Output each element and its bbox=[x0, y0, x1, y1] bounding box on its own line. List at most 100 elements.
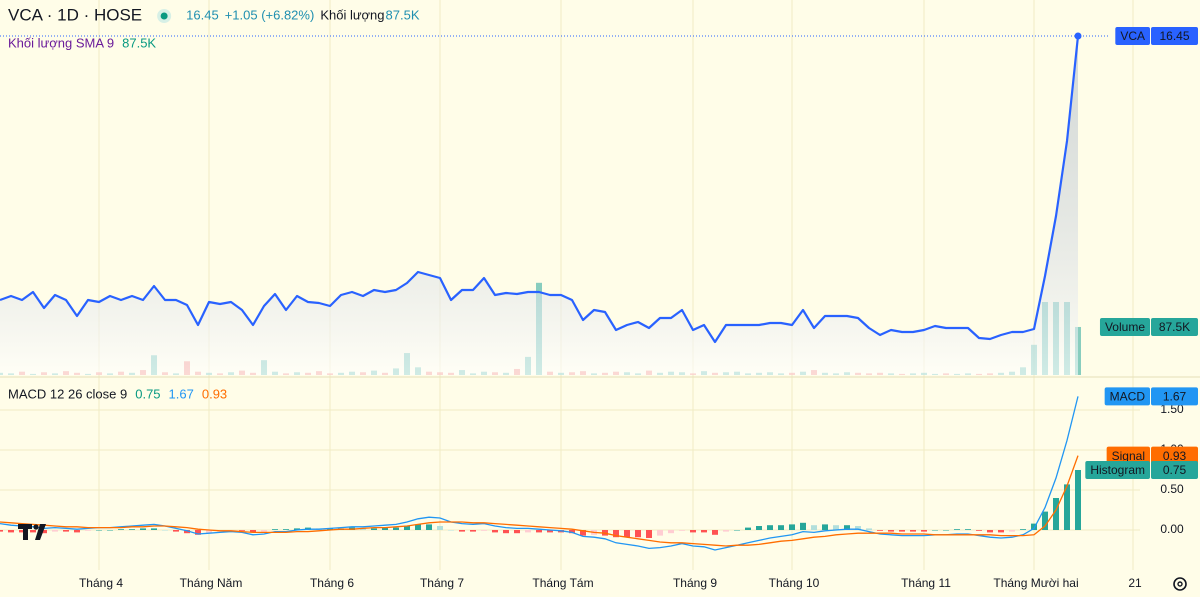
x-tick-label: Tháng Năm bbox=[180, 576, 243, 590]
tag-value-box bbox=[1151, 27, 1198, 45]
histogram-bar bbox=[250, 530, 256, 533]
histogram-bar bbox=[1042, 511, 1048, 530]
tag-value: 1.67 bbox=[1163, 390, 1187, 404]
legend-volume-name: Khối lượng bbox=[320, 7, 384, 22]
x-tick-label: Tháng Mười hai bbox=[993, 576, 1078, 590]
histogram-bar bbox=[470, 530, 476, 532]
tag-name: Signal bbox=[1112, 449, 1145, 463]
y-tick-label: 1.50 bbox=[1160, 402, 1184, 416]
histogram-bar bbox=[723, 530, 729, 532]
histogram-bar bbox=[899, 530, 905, 532]
histogram-bar bbox=[965, 529, 971, 530]
sma-value: 87.5K bbox=[122, 35, 156, 50]
histogram-bar bbox=[459, 530, 465, 532]
histogram-bar bbox=[580, 530, 586, 536]
y-tick-label: 0.00 bbox=[1160, 522, 1184, 536]
tag-name-box bbox=[1104, 387, 1150, 406]
tag-value: 0.93 bbox=[1163, 449, 1187, 463]
price-line bbox=[0, 35, 1080, 344]
histogram-bar bbox=[1020, 529, 1026, 530]
histogram-bar bbox=[877, 530, 883, 531]
tag-name: VCA bbox=[1120, 29, 1145, 43]
histogram-bar bbox=[921, 530, 927, 532]
histogram-bar bbox=[1064, 484, 1070, 530]
histogram-bar bbox=[239, 530, 245, 531]
legend-change: +1.05 (+6.82%) bbox=[225, 7, 315, 22]
histogram-bar bbox=[327, 528, 333, 530]
histogram-bar bbox=[668, 530, 674, 534]
tag-value-box bbox=[1151, 387, 1198, 406]
histogram-bar bbox=[998, 530, 1004, 533]
histogram-bar bbox=[52, 530, 58, 532]
histogram-bar bbox=[437, 526, 443, 530]
histogram-bar bbox=[107, 530, 113, 531]
histogram-bar bbox=[646, 530, 652, 538]
histogram-bar bbox=[690, 530, 696, 533]
tag-value: 0.75 bbox=[1163, 463, 1187, 477]
histogram-bar bbox=[943, 530, 949, 531]
legend-macd: 1.67 bbox=[169, 386, 194, 401]
histogram-bar bbox=[30, 530, 36, 533]
legend-volume: 87.5K bbox=[386, 7, 420, 22]
x-tick-label: Tháng 11 bbox=[901, 576, 951, 590]
legend-histogram: 0.75 bbox=[135, 386, 160, 401]
y-tick-label: 0.50 bbox=[1160, 482, 1184, 496]
tag-value: 16.45 bbox=[1159, 29, 1189, 43]
histogram-bar bbox=[415, 524, 421, 530]
tag-value-box bbox=[1151, 446, 1198, 465]
histogram-bar bbox=[778, 525, 784, 530]
histogram-bar bbox=[822, 524, 828, 530]
histogram-bar bbox=[8, 530, 14, 533]
histogram-bar bbox=[910, 530, 916, 532]
status-dot bbox=[160, 12, 168, 20]
histogram-bar bbox=[481, 530, 487, 531]
histogram-bar bbox=[261, 530, 267, 532]
histogram-bar bbox=[360, 528, 366, 530]
histogram-bar bbox=[1031, 523, 1037, 530]
histogram-bar bbox=[976, 530, 982, 531]
macd-line bbox=[0, 455, 1079, 547]
histogram-bar bbox=[525, 530, 531, 533]
histogram-bar bbox=[503, 530, 509, 534]
x-tick-label: Tháng 6 bbox=[310, 576, 354, 590]
histogram-bar bbox=[800, 522, 806, 530]
tag-name: Volume bbox=[1105, 320, 1145, 334]
tag-name-box bbox=[1106, 446, 1150, 465]
tag-name-box bbox=[1115, 27, 1150, 45]
x-tick-label: 21 bbox=[1128, 576, 1142, 590]
histogram-bar bbox=[283, 529, 289, 530]
histogram-bar bbox=[679, 530, 685, 531]
histogram-bar bbox=[547, 530, 553, 533]
histogram-bar bbox=[272, 529, 278, 530]
settings-icon[interactable] bbox=[1173, 577, 1187, 591]
tag-name: Histogram bbox=[1090, 463, 1145, 477]
histogram-bar bbox=[151, 528, 157, 530]
histogram-bar bbox=[63, 530, 69, 532]
histogram-bar bbox=[635, 530, 641, 538]
x-tick-label: Tháng Tám bbox=[532, 576, 593, 590]
histogram-bar bbox=[932, 530, 938, 531]
histogram-bar bbox=[140, 528, 146, 530]
macd-title: MACD 12 26 close 9 bbox=[8, 386, 127, 401]
histogram-bar bbox=[393, 527, 399, 530]
histogram-bar bbox=[0, 530, 3, 532]
histogram-bar bbox=[1053, 498, 1059, 530]
x-tick-label: Tháng 4 bbox=[79, 576, 123, 590]
x-tick-label: Tháng 9 bbox=[673, 576, 717, 590]
histogram-bar bbox=[41, 530, 47, 534]
histogram-bar bbox=[195, 530, 201, 535]
histogram-bar bbox=[536, 530, 542, 533]
tag-name-box bbox=[1099, 317, 1150, 336]
legend-signal: 0.93 bbox=[202, 386, 227, 401]
histogram-bar bbox=[1075, 470, 1081, 530]
legend-close: 16.45 bbox=[186, 7, 219, 22]
histogram-bar bbox=[118, 529, 124, 530]
histogram-bar bbox=[954, 529, 960, 530]
histogram-bar bbox=[987, 530, 993, 533]
histogram-bar bbox=[613, 530, 619, 538]
histogram-bar bbox=[294, 528, 300, 530]
histogram-bar bbox=[404, 526, 410, 530]
histogram-bar bbox=[866, 528, 872, 530]
tag-value-box bbox=[1151, 461, 1198, 479]
